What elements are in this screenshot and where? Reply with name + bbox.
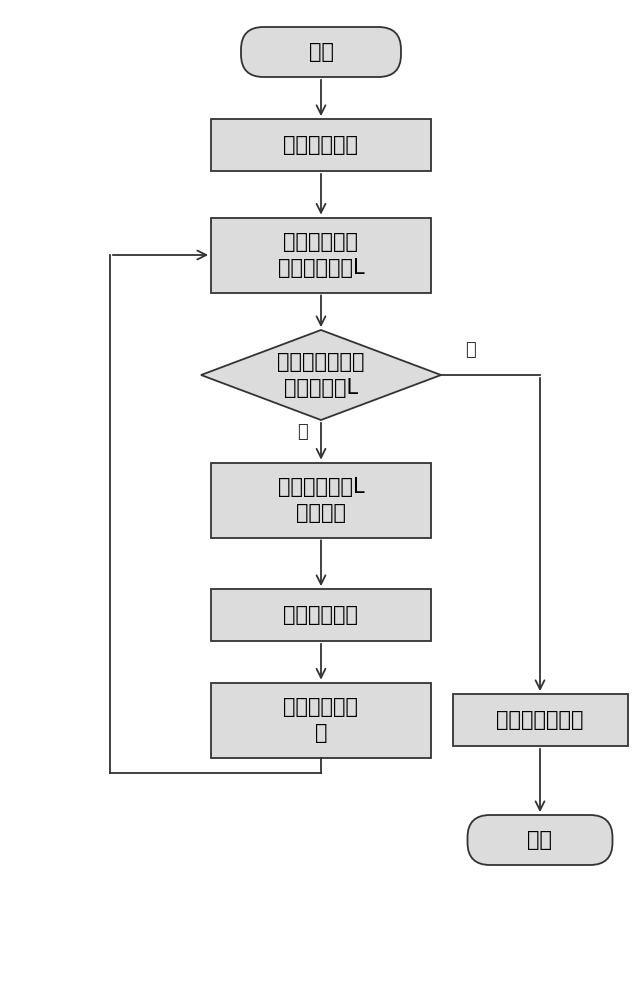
Text: 否: 否 [465, 341, 475, 359]
Bar [211, 218, 431, 292]
FancyBboxPatch shape [241, 27, 401, 77]
Text: 是: 是 [298, 423, 308, 441]
Text: 累加路径最大
流: 累加路径最大 流 [284, 697, 358, 743]
Polygon shape [201, 330, 441, 420]
Bar [211, 682, 431, 758]
Bar [211, 589, 431, 641]
Text: 时间聚合图中
寻找增广路径L: 时间聚合图中 寻找增广路径L [278, 232, 364, 278]
Text: 获得残余网络: 获得残余网络 [284, 605, 358, 625]
Bar [211, 462, 431, 538]
Text: 开始: 开始 [309, 42, 333, 62]
Bar [453, 694, 627, 746]
Bar [211, 119, 431, 171]
Text: 输出网络最大流: 输出网络最大流 [496, 710, 584, 730]
FancyBboxPatch shape [467, 815, 612, 865]
Text: 结束: 结束 [528, 830, 553, 850]
Text: 判断是否找到可
增广的路径L: 判断是否找到可 增广的路径L [277, 352, 365, 398]
Text: 计算增广路径L
的最大流: 计算增广路径L 的最大流 [278, 477, 364, 523]
Text: 标记时间聚合: 标记时间聚合 [284, 135, 358, 155]
